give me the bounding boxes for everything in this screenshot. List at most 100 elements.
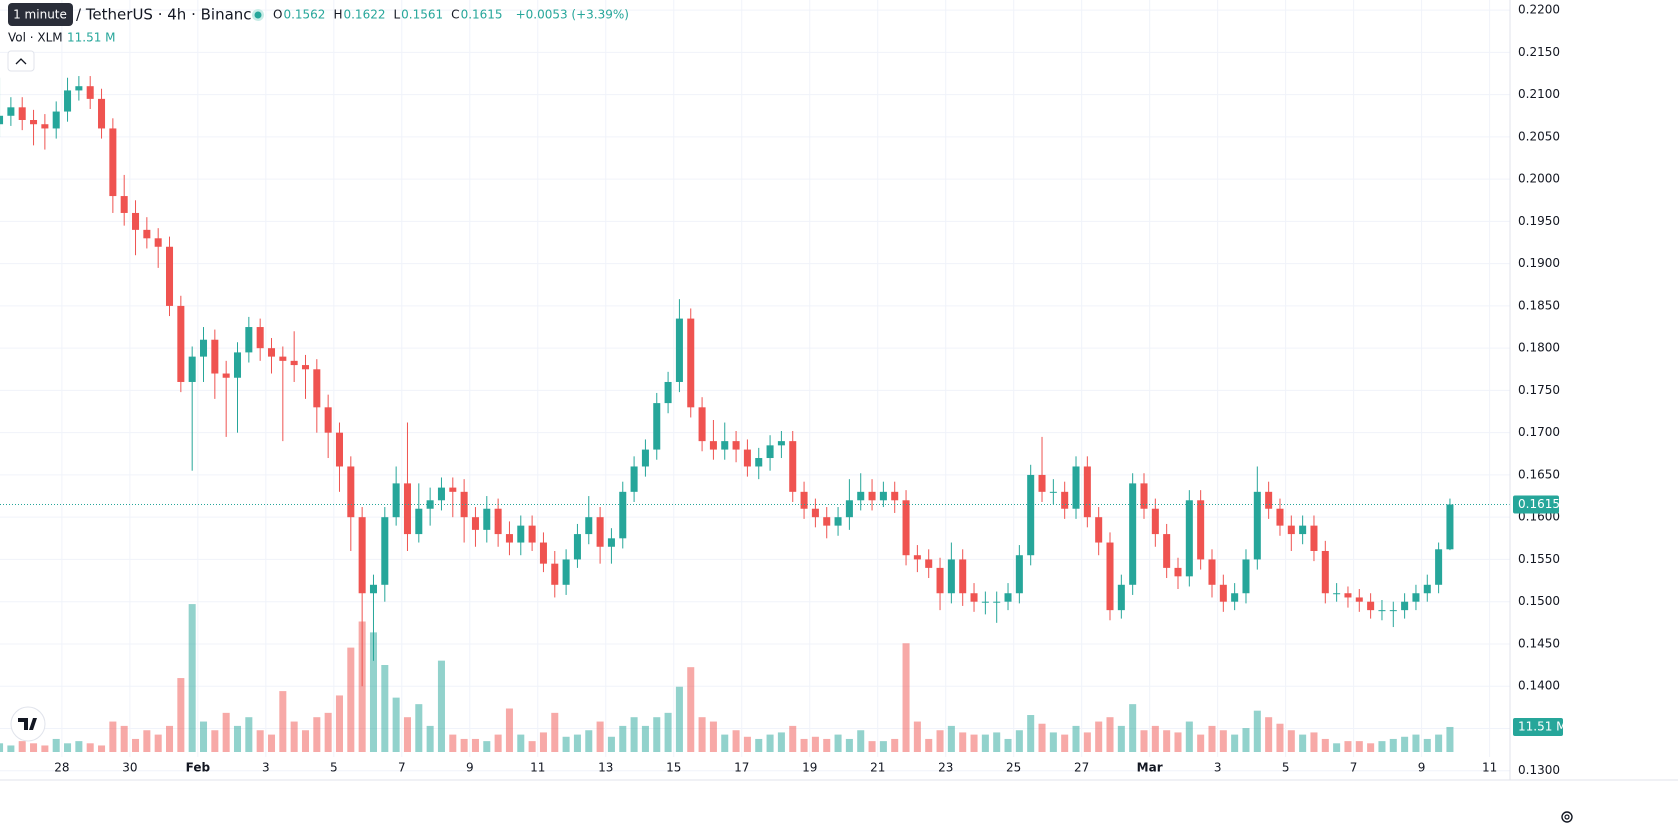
candle-body bbox=[1106, 542, 1114, 611]
volume-bar bbox=[166, 725, 174, 752]
candle-body bbox=[120, 196, 128, 213]
candle-body bbox=[347, 466, 355, 518]
volume-bar bbox=[619, 725, 627, 752]
candle-body bbox=[1095, 517, 1103, 543]
volume-bar bbox=[970, 734, 978, 752]
candle-body bbox=[1027, 474, 1035, 556]
collapse-button[interactable] bbox=[7, 50, 35, 72]
volume-bar bbox=[1333, 743, 1341, 752]
candle-body bbox=[415, 508, 423, 535]
volume-bar bbox=[1197, 734, 1205, 752]
y-tick-label: 0.1700 bbox=[1518, 425, 1560, 439]
volume-bar bbox=[641, 725, 649, 752]
candle-body bbox=[1333, 593, 1341, 595]
candle-body bbox=[1253, 491, 1261, 560]
symbol-title[interactable]: / TetherUS · 4h · Binance bbox=[76, 6, 261, 24]
candle-body bbox=[7, 107, 15, 116]
volume-bar bbox=[1299, 734, 1307, 752]
candle-body bbox=[358, 517, 366, 594]
status-dot bbox=[254, 11, 262, 19]
volume-bar bbox=[1015, 730, 1023, 752]
volume-bar bbox=[1083, 732, 1091, 752]
volume-bar bbox=[959, 732, 967, 752]
ohlc-key: L bbox=[393, 8, 400, 22]
candle-body bbox=[245, 327, 253, 353]
candle-body bbox=[596, 517, 604, 547]
x-tick-label: 11 bbox=[530, 761, 545, 775]
candle-body bbox=[562, 559, 570, 585]
volume-bar bbox=[1072, 725, 1080, 752]
candle-body bbox=[449, 487, 457, 492]
candle-body bbox=[959, 559, 967, 594]
candle-body bbox=[573, 534, 581, 560]
volume-bar bbox=[1061, 734, 1069, 752]
volume-bar bbox=[562, 736, 570, 752]
volume-bar bbox=[392, 697, 400, 752]
settings-icon[interactable] bbox=[1561, 811, 1573, 823]
candle-body bbox=[675, 318, 683, 382]
y-tick-label: 0.1800 bbox=[1518, 341, 1560, 355]
candle-body bbox=[641, 449, 649, 467]
volume-bar bbox=[709, 721, 717, 752]
tv-logo[interactable] bbox=[10, 706, 46, 742]
volume-bar bbox=[188, 604, 196, 752]
candle-body bbox=[1367, 601, 1375, 611]
y-tick-label: 0.2150 bbox=[1518, 45, 1560, 59]
x-tick-label: 17 bbox=[734, 761, 749, 775]
volume-bar bbox=[1412, 734, 1420, 752]
volume-bar bbox=[415, 704, 423, 752]
candle-body bbox=[437, 487, 445, 501]
candle-body bbox=[222, 373, 230, 378]
candle-body bbox=[1423, 584, 1431, 594]
volume-bar bbox=[1435, 734, 1443, 752]
volume-bar bbox=[517, 734, 525, 752]
ohlc-legend: O 0.1562 H 0.1622 L 0.1561 C 0.1615 +0.0053 (+3.… bbox=[273, 8, 629, 22]
volume-bar bbox=[381, 665, 389, 752]
candle-body bbox=[823, 517, 831, 526]
candle-body bbox=[188, 356, 196, 382]
candle-body bbox=[1378, 610, 1386, 612]
candle-body bbox=[483, 508, 491, 530]
candle-body bbox=[1446, 504, 1454, 550]
volume-bar bbox=[30, 743, 38, 752]
volume-bar bbox=[811, 736, 819, 752]
candle-body bbox=[1276, 508, 1284, 526]
volume-bar bbox=[1049, 732, 1057, 752]
volume-bar bbox=[0, 743, 4, 752]
y-tick-label: 0.2200 bbox=[1518, 3, 1560, 17]
candle-body bbox=[1174, 567, 1182, 577]
candle-body bbox=[335, 432, 343, 467]
volume-bar bbox=[845, 738, 853, 752]
candle-body bbox=[369, 584, 377, 594]
x-tick-label: 30 bbox=[122, 761, 137, 775]
volume-bar bbox=[1253, 710, 1261, 752]
volume-bar bbox=[755, 738, 763, 752]
volume-bar bbox=[721, 734, 729, 752]
volume-bar bbox=[494, 734, 502, 752]
axes: 0.13000.13500.14000.14500.15000.15500.16… bbox=[54, 3, 1566, 778]
candle-body bbox=[64, 90, 72, 112]
volume-bar bbox=[698, 717, 706, 752]
candle-body bbox=[755, 458, 763, 467]
volume-bar bbox=[1242, 728, 1250, 752]
volume-bar bbox=[777, 732, 785, 752]
candle-body bbox=[154, 238, 162, 247]
candle-body bbox=[392, 483, 400, 518]
candle-body bbox=[517, 525, 525, 543]
candle-body bbox=[585, 517, 593, 535]
candle-body bbox=[913, 555, 921, 560]
candle-body bbox=[1435, 549, 1443, 585]
volume-bar bbox=[313, 717, 321, 752]
ohlc-value: 0.1561 bbox=[401, 8, 443, 22]
volume-pane bbox=[0, 604, 1454, 752]
volume-bar bbox=[64, 743, 72, 752]
volume-bar bbox=[335, 695, 343, 752]
candle-body bbox=[1072, 466, 1080, 509]
volume-bar bbox=[109, 721, 117, 752]
volume-bar bbox=[573, 734, 581, 752]
volume-bar bbox=[426, 725, 434, 752]
volume-bar bbox=[585, 730, 593, 752]
candle-body bbox=[1038, 474, 1046, 492]
candle-body bbox=[1015, 555, 1023, 594]
volume-bar bbox=[947, 725, 955, 752]
